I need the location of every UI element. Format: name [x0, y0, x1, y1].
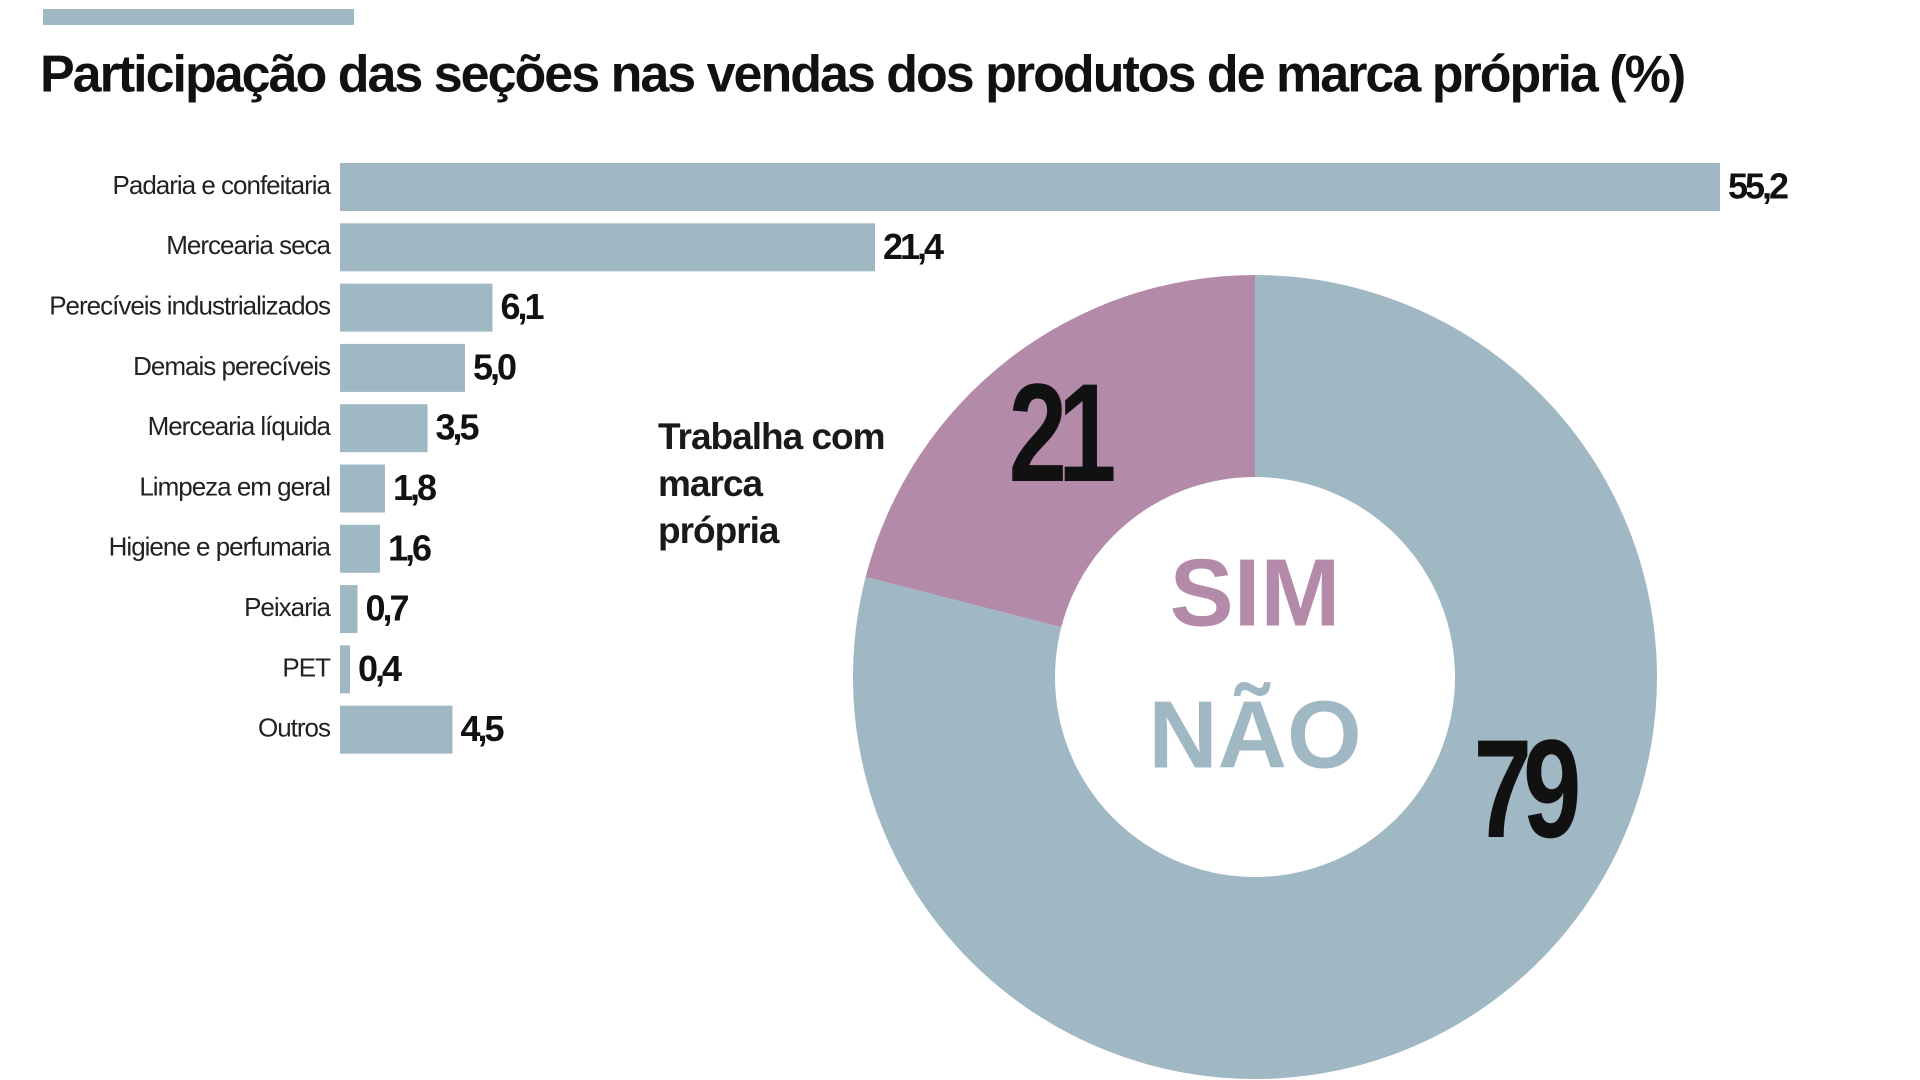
- category-label: Peixaria: [244, 592, 331, 622]
- value-label: 55,2: [1728, 166, 1788, 207]
- donut-slice: [853, 275, 1657, 1079]
- bar: [340, 585, 358, 634]
- bar: [340, 404, 428, 453]
- bar: [340, 645, 350, 694]
- category-label: Limpeza em geral: [139, 471, 330, 501]
- bar: [340, 464, 385, 513]
- category-label: Demais perecíveis: [133, 351, 331, 381]
- donut-title: Trabalha com marca própria: [658, 416, 886, 551]
- bar: [340, 705, 453, 754]
- category-label: SIM: [1170, 539, 1341, 646]
- value-label: 1,8: [393, 467, 436, 508]
- decor-bar: [43, 9, 354, 25]
- category-label: NÃO: [1148, 680, 1361, 788]
- value-label: 21: [1009, 355, 1114, 511]
- category-label: PET: [282, 652, 331, 682]
- value-label: 79: [1474, 711, 1579, 867]
- category-label: Higiene e perfumaria: [109, 532, 332, 562]
- category-label: Outros: [258, 713, 331, 743]
- value-label: 6,1: [501, 286, 545, 327]
- category-label: Padaria e confeitaria: [113, 170, 332, 200]
- category-label: Mercearia seca: [166, 230, 331, 260]
- value-label: 1,6: [388, 527, 431, 568]
- category-label: Mercearia líquida: [148, 411, 332, 441]
- bar: [340, 343, 465, 392]
- value-label: 21,4: [883, 226, 944, 267]
- category-label: Perecíveis industrializados: [49, 290, 331, 320]
- bar: [340, 524, 380, 573]
- value-label: 5,0: [473, 346, 516, 387]
- value-label: 0,4: [358, 648, 402, 689]
- value-label: 4,5: [461, 708, 505, 749]
- donut-slice: [865, 275, 1255, 628]
- bar: [340, 223, 875, 272]
- chart-title: Participação das seções nas vendas dos p…: [40, 46, 1684, 104]
- value-label: 0,7: [366, 588, 409, 629]
- bar: [340, 283, 493, 332]
- bar: [340, 163, 1720, 211]
- value-label: 3,5: [436, 407, 480, 448]
